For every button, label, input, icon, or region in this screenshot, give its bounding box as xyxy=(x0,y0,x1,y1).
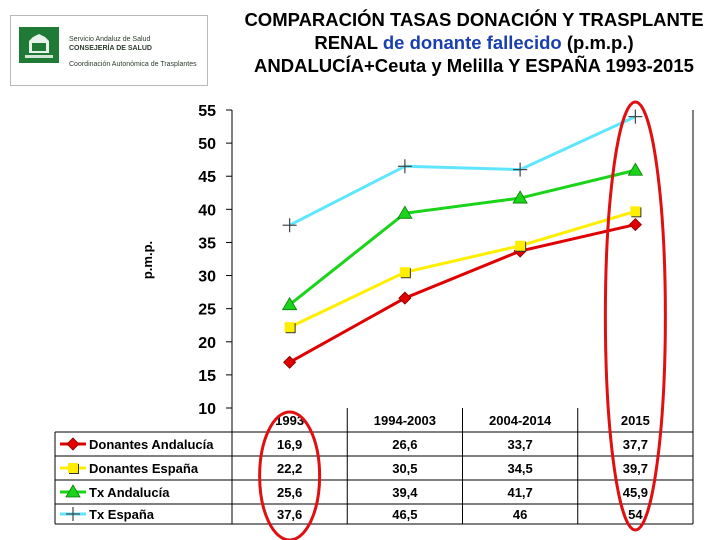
logo-text-coordinacion: Coordinación Autonómica de Trasplantes xyxy=(69,61,197,68)
legend-label: Tx España xyxy=(89,507,155,522)
y-tick-label: 30 xyxy=(198,269,216,286)
point-marker xyxy=(515,240,526,251)
y-tick-label: 20 xyxy=(198,335,216,352)
table-value: 46,5 xyxy=(392,507,417,522)
table-value: 30,5 xyxy=(392,461,417,476)
x-category-label: 2004-2014 xyxy=(489,413,552,428)
logo-text-sas: Servicio Andaluz de Salud xyxy=(69,36,151,43)
legend-label: Donantes España xyxy=(89,461,199,476)
series-line xyxy=(288,223,636,364)
series-2 xyxy=(284,206,642,334)
legend-label: Tx Andalucía xyxy=(89,485,170,500)
table-value: 39,7 xyxy=(623,461,648,476)
series-1 xyxy=(283,217,642,369)
highlight-oval-1993 xyxy=(258,410,322,540)
point-marker xyxy=(65,484,81,498)
series-line xyxy=(288,209,636,329)
legend-key-2 xyxy=(60,463,86,474)
point-marker xyxy=(66,437,80,451)
table-value: 33,7 xyxy=(507,437,532,452)
title-part1: COMPARACIÓN TASAS DONACIÓN Y TRASPLANTE … xyxy=(244,9,704,53)
point-marker xyxy=(68,463,78,473)
x-category-label: 1993 xyxy=(275,413,304,428)
title-part2: de donante fallecido xyxy=(377,32,562,53)
point-marker xyxy=(512,190,528,204)
table-value: 22,2 xyxy=(277,461,302,476)
legend-key-4 xyxy=(60,507,86,521)
table-value: 25,6 xyxy=(277,485,302,500)
highlight-oval-2015 xyxy=(603,100,667,532)
point-marker xyxy=(627,162,644,176)
legend-key-1 xyxy=(60,437,86,451)
y-tick-label: 50 xyxy=(198,136,216,153)
point-marker xyxy=(628,217,642,232)
point-marker xyxy=(284,322,295,333)
table-value: 45,9 xyxy=(623,485,648,500)
table-value: 37,7 xyxy=(623,437,648,452)
legend-key-3 xyxy=(60,484,86,498)
y-tick-label: 40 xyxy=(198,202,216,219)
point-marker xyxy=(281,296,298,311)
table-value: 46 xyxy=(513,507,527,522)
table-value: 37,6 xyxy=(277,507,302,522)
y-tick-label: 25 xyxy=(198,302,216,319)
junta-emblem-icon xyxy=(19,27,59,63)
y-tick-label: 55 xyxy=(198,103,216,120)
point-marker xyxy=(398,291,412,305)
chart-title: COMPARACIÓN TASAS DONACIÓN Y TRASPLANTE … xyxy=(232,8,716,77)
point-marker xyxy=(399,267,410,278)
logo-text-consejeria: CONSEJERÍA DE SALUD xyxy=(69,45,152,52)
table-value: 39,4 xyxy=(392,485,418,500)
table-value: 16,9 xyxy=(277,437,302,452)
title-part3: (p.m.p.) ANDALUCÍA+Ceuta y Melilla Y ESP… xyxy=(254,32,694,76)
x-category-label: 1994-2003 xyxy=(374,413,436,428)
logo-panel: Servicio Andaluz de Salud CONSEJERÍA DE … xyxy=(10,15,208,86)
legend-label: Donantes Andalucía xyxy=(89,437,214,452)
y-tick-label: 35 xyxy=(198,235,216,252)
series-4 xyxy=(282,109,643,233)
y-tick-label: 15 xyxy=(198,368,216,385)
point-marker xyxy=(630,206,641,217)
y-tick-label: 45 xyxy=(198,169,216,186)
table-value: 54 xyxy=(628,507,643,522)
y-tick-label: 10 xyxy=(198,401,216,418)
series-line xyxy=(288,115,637,227)
point-marker xyxy=(397,205,413,219)
series-line xyxy=(288,168,636,306)
series-3 xyxy=(281,162,644,311)
point-marker xyxy=(283,355,297,369)
x-category-label: 2015 xyxy=(621,413,650,428)
table-value: 34,5 xyxy=(507,461,532,476)
table-value: 26,6 xyxy=(392,437,417,452)
y-axis-label: p.m.p. xyxy=(140,241,155,279)
table-value: 41,7 xyxy=(507,485,532,500)
